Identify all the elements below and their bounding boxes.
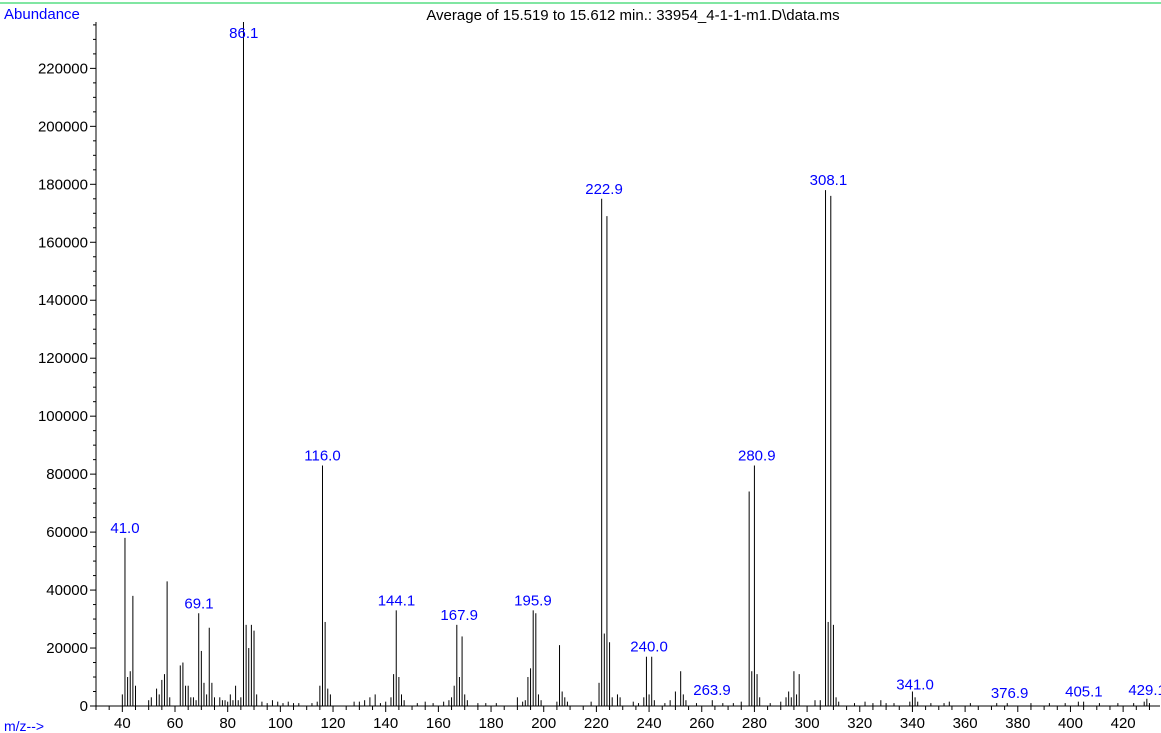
peak-label: 144.1 [378, 592, 416, 609]
y-tick-label: 160000 [38, 234, 88, 251]
x-axis-label: m/z--> [4, 718, 44, 733]
x-tick-label: 340 [900, 715, 925, 732]
peak-label: 41.0 [110, 520, 139, 537]
peak-label: 429.1 [1128, 682, 1161, 699]
y-tick-label: 80000 [46, 466, 88, 483]
x-tick-label: 60 [167, 715, 184, 732]
peak-label: 376.9 [991, 685, 1029, 702]
x-tick-label: 160 [426, 715, 451, 732]
x-tick-label: 240 [637, 715, 662, 732]
x-tick-label: 80 [219, 715, 236, 732]
peak-label: 195.9 [514, 592, 552, 609]
x-tick-label: 180 [479, 715, 504, 732]
x-tick-label: 300 [795, 715, 820, 732]
y-tick-label: 0 [80, 698, 88, 715]
x-tick-label: 260 [689, 715, 714, 732]
y-tick-label: 100000 [38, 408, 88, 425]
peak-label: 405.1 [1065, 684, 1103, 701]
x-tick-label: 140 [373, 715, 398, 732]
x-tick-label: 220 [584, 715, 609, 732]
peak-label: 280.9 [738, 447, 776, 464]
x-tick-label: 420 [1111, 715, 1136, 732]
x-tick-label: 100 [268, 715, 293, 732]
peak-label: 341.0 [896, 676, 934, 693]
x-tick-label: 40 [114, 715, 131, 732]
peak-labels-group: 41.0 69.1 86.1 116.0 144.1 167.9 195.9 222.9 240… [110, 25, 1161, 702]
y-tick-label: 140000 [38, 292, 88, 309]
x-tick-label: 280 [742, 715, 767, 732]
y-tick-label: 60000 [46, 524, 88, 541]
peak-label: 308.1 [810, 172, 848, 189]
y-axis-label: Abundance [4, 6, 80, 23]
y-tick-label: 40000 [46, 582, 88, 599]
x-tick-label: 200 [531, 715, 556, 732]
x-tick-label: 380 [1005, 715, 1030, 732]
peak-label: 240.0 [630, 639, 668, 656]
y-tick-label: 20000 [46, 640, 88, 657]
x-tick-label: 400 [1058, 715, 1083, 732]
peak-label: 167.9 [440, 607, 478, 624]
peak-label: 222.9 [585, 181, 623, 198]
peak-label: 263.9 [693, 682, 731, 699]
y-tick-label: 120000 [38, 350, 88, 367]
axes: 0 20000 40000 60000 80000 100000 120000 140000 1… [38, 22, 1160, 732]
x-tick-label: 320 [847, 715, 872, 732]
peak-label: 86.1 [229, 25, 258, 42]
x-tick-label: 120 [321, 715, 346, 732]
peak-label: 69.1 [184, 595, 213, 612]
x-tick-label: 360 [953, 715, 978, 732]
y-tick-label: 200000 [38, 118, 88, 135]
peak-label: 116.0 [304, 447, 340, 464]
peaks-group [121, 22, 1150, 706]
y-tick-label: 180000 [38, 176, 88, 193]
chart-title: Average of 15.519 to 15.612 min.: 33954_… [426, 7, 839, 24]
y-tick-label: 220000 [38, 60, 88, 77]
